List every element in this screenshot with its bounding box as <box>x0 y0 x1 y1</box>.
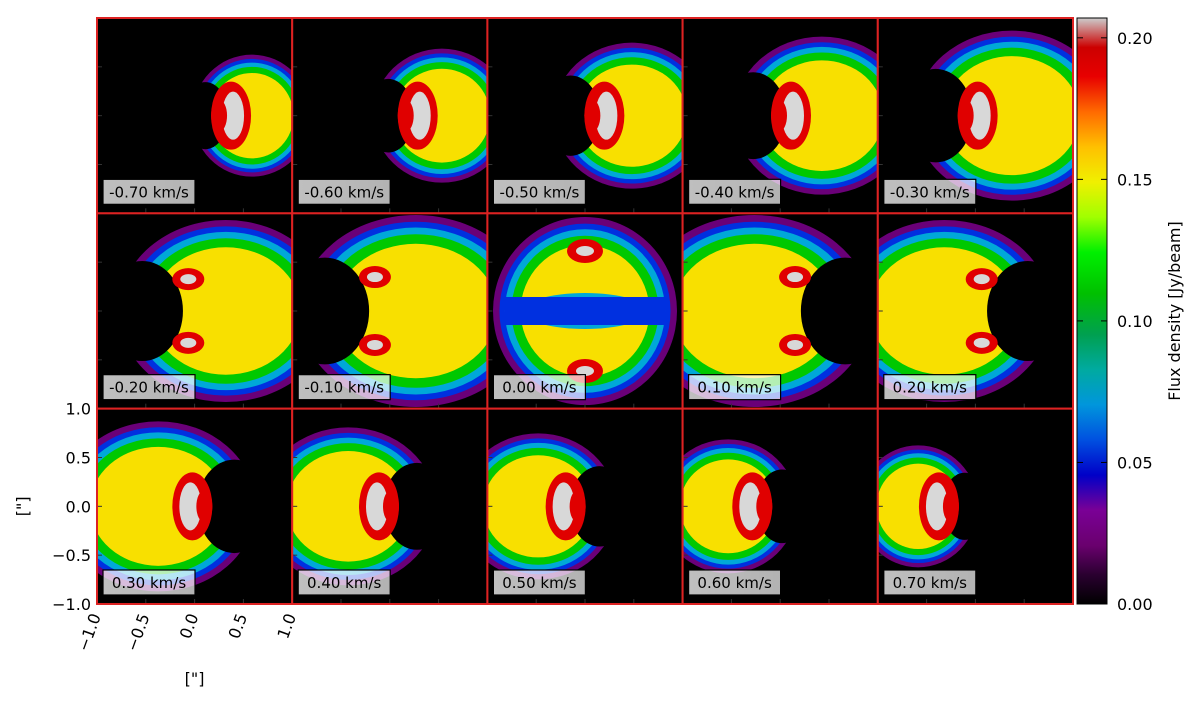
velocity-label: 0.50 km/s <box>492 569 586 596</box>
velocity-label: -0.60 km/s <box>297 178 391 205</box>
velocity-label-text: -0.60 km/s <box>304 183 384 201</box>
y-tick-label: −0.5 <box>52 546 91 565</box>
colorbar-tick-label: 0.00 <box>1117 595 1153 614</box>
channel-panel: -0.30 km/s <box>876 17 1074 215</box>
x-tick-label: 1.0 <box>273 611 300 641</box>
x-tick-label: 0.5 <box>225 611 252 641</box>
y-tick-label: 0.5 <box>66 448 91 467</box>
channel-panel: 0.60 km/s <box>681 407 879 605</box>
channel-panel: 0.70 km/s <box>876 407 1074 605</box>
velocity-label: -0.30 km/s <box>883 178 977 205</box>
velocity-label-text: -0.70 km/s <box>109 183 189 201</box>
velocity-label-text: 0.20 km/s <box>893 379 968 397</box>
colorbar: 0.20 0.15 0.10 0.05 0.00 Flux density [Jy/bea… <box>1076 17 1184 614</box>
channel-panel: -0.20 km/s <box>96 212 294 410</box>
channel-panel: 0.30 km/s <box>96 407 294 605</box>
colorbar-tick-label: 0.05 <box>1117 453 1153 472</box>
velocity-label-text: 0.40 km/s <box>307 574 382 592</box>
channel-panel: 0.10 km/s <box>681 212 879 410</box>
velocity-label: 0.20 km/s <box>883 374 977 401</box>
colorbar-tick-label: 0.15 <box>1117 170 1153 189</box>
panel-border <box>876 407 1074 605</box>
x-axis-label: ["] <box>185 669 205 688</box>
velocity-label: 0.10 km/s <box>687 374 782 401</box>
y-tick-label: −1.0 <box>52 595 91 614</box>
channel-panel: 0.00 km/s <box>486 212 684 410</box>
velocity-label-text: 0.70 km/s <box>893 574 968 592</box>
velocity-label-text: 0.30 km/s <box>112 574 187 592</box>
channel-panel: 0.40 km/s <box>291 407 489 605</box>
velocity-label: 0.30 km/s <box>102 569 196 596</box>
channel-panel: 0.20 km/s <box>876 212 1074 410</box>
colorbar-gradient <box>1076 17 1108 605</box>
channel-panel: -0.50 km/s <box>486 17 684 215</box>
panel-grid: -0.70 km/s -0.60 km/s -0.50 km/s -0.40 km/s… <box>96 17 1074 605</box>
velocity-label-text: -0.20 km/s <box>109 379 189 397</box>
x-tick-label: −0.5 <box>122 611 153 654</box>
velocity-label-text: -0.50 km/s <box>500 183 580 201</box>
channel-panel: -0.40 km/s <box>681 17 879 215</box>
velocity-label-text: -0.40 km/s <box>695 183 775 201</box>
channel-panel: -0.10 km/s <box>291 212 489 410</box>
velocity-label: -0.40 km/s <box>687 178 782 205</box>
velocity-label: 0.70 km/s <box>883 569 977 596</box>
velocity-label: -0.10 km/s <box>297 374 391 401</box>
velocity-label-text: 0.50 km/s <box>502 574 577 592</box>
axes: 1.0 0.5 0.0 −0.5 −1.0 ["] −1.0 −0.5 0.0 0.5 1.0 ["] <box>13 400 300 688</box>
channel-panel: -0.60 km/s <box>291 17 489 215</box>
colorbar-tick-label: 0.20 <box>1117 29 1153 48</box>
velocity-label-text: 0.60 km/s <box>697 574 772 592</box>
velocity-label-text: -0.30 km/s <box>890 183 970 201</box>
channel-panel: -0.70 km/s <box>96 17 294 215</box>
y-axis-label: ["] <box>13 496 32 516</box>
velocity-label-text: 0.00 km/s <box>502 379 577 397</box>
velocity-label: -0.70 km/s <box>102 178 196 205</box>
velocity-label: -0.20 km/s <box>102 374 196 401</box>
x-tick-label: −1.0 <box>74 611 105 654</box>
velocity-label: 0.60 km/s <box>687 569 782 596</box>
x-tick-label: 0.0 <box>176 611 203 641</box>
colorbar-label: Flux density [Jy/beam] <box>1165 221 1184 401</box>
velocity-label-text: -0.10 km/s <box>304 379 384 397</box>
channel-panel: 0.50 km/s <box>486 407 684 605</box>
velocity-label: 0.00 km/s <box>492 374 586 401</box>
y-tick-label: 1.0 <box>66 400 91 419</box>
velocity-label: 0.40 km/s <box>297 569 391 596</box>
velocity-label-text: 0.10 km/s <box>697 379 772 397</box>
y-tick-label: 0.0 <box>66 497 91 516</box>
velocity-label: -0.50 km/s <box>492 178 586 205</box>
colorbar-tick-label: 0.10 <box>1117 312 1153 331</box>
